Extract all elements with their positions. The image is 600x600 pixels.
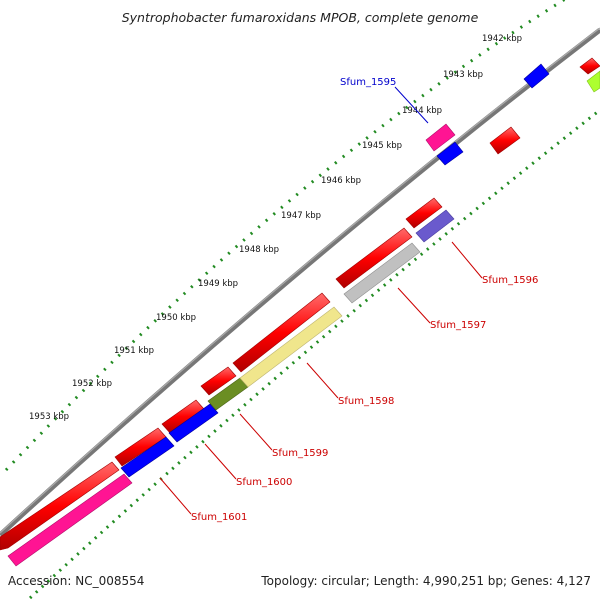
scale-label-1944: 1944 kbp (402, 106, 442, 116)
gene-forward-9 (579, 57, 600, 75)
gene-forward-1 (0, 461, 120, 551)
forward-strand-genes (0, 57, 600, 551)
label-sfum-1595: Sfum_1595 (340, 77, 396, 88)
gene-labels: Sfum_1595 Sfum_1596 Sfum_1597 Sfum_1598 … (191, 77, 538, 523)
label-sfum-1597: Sfum_1597 (430, 320, 486, 331)
genome-backbone-highlight (0, 27, 600, 534)
scale-label-1952: 1952 kbp (72, 379, 112, 389)
scale-label-1948: 1948 kbp (239, 245, 279, 255)
scale-label-1942: 1942 kbp (482, 34, 522, 44)
outer-scale-arc (4, 0, 567, 472)
inner-scale-arc (28, 108, 600, 600)
gene-reverse-top-1 (436, 141, 464, 166)
label-sfum-1596: Sfum_1596 (482, 275, 538, 286)
genome-info-text: Topology: circular; Length: 4,990,251 bp… (260, 574, 591, 588)
accession-text: Accession: NC_008554 (8, 574, 144, 588)
scale-label-1953: 1953 kbp (29, 412, 69, 422)
label-sfum-1598: Sfum_1598 (338, 396, 394, 407)
genome-backbone (0, 28, 600, 537)
scale-label-1949: 1949 kbp (198, 279, 238, 289)
gene-forward-4 (200, 366, 237, 396)
label-sfum-1600: Sfum_1600 (236, 477, 292, 488)
scale-label-1947: 1947 kbp (281, 211, 321, 221)
leader-sfum-1600 (204, 443, 237, 480)
scale-label-1943: 1943 kbp (443, 70, 483, 80)
scale-label-1950: 1950 kbp (156, 313, 196, 323)
leader-sfum-1599 (239, 413, 273, 451)
label-sfum-1601: Sfum_1601 (191, 512, 247, 523)
other-genes (7, 63, 600, 567)
outer-scale-dots (4, 0, 567, 472)
gene-forward-5 (232, 292, 331, 373)
gene-forward-6 (335, 227, 413, 289)
gene-forward-8 (489, 126, 521, 155)
gene-sfum-1600-b (168, 403, 219, 443)
leader-sfum-1601 (159, 477, 192, 515)
gene-sfum-1600 (120, 436, 175, 478)
label-leaders (159, 86, 483, 515)
gene-reverse-top-2 (523, 63, 550, 89)
leader-sfum-1596 (451, 241, 483, 279)
label-sfum-1599: Sfum_1599 (272, 448, 328, 459)
gene-lime-edge (586, 70, 600, 93)
gene-sfum-1597 (343, 242, 421, 304)
leader-sfum-1597 (397, 287, 431, 324)
leader-sfum-1595 (394, 86, 429, 124)
gene-sfum-1596 (415, 209, 455, 243)
leader-sfum-1598 (306, 362, 339, 399)
map-title: Syntrophobacter fumaroxidans MPOB, compl… (122, 10, 479, 25)
gene-sfum-1598 (239, 306, 343, 388)
scale-labels: 1942 kbp 1943 kbp 1944 kbp 1945 kbp 1946… (29, 34, 522, 422)
gene-sfum-1601 (7, 473, 133, 567)
gene-forward-7 (405, 197, 443, 229)
gene-sfum-1595 (425, 123, 456, 152)
scale-label-1945: 1945 kbp (362, 141, 402, 151)
scale-label-1951: 1951 kbp (114, 346, 154, 356)
scale-label-1946: 1946 kbp (321, 176, 361, 186)
